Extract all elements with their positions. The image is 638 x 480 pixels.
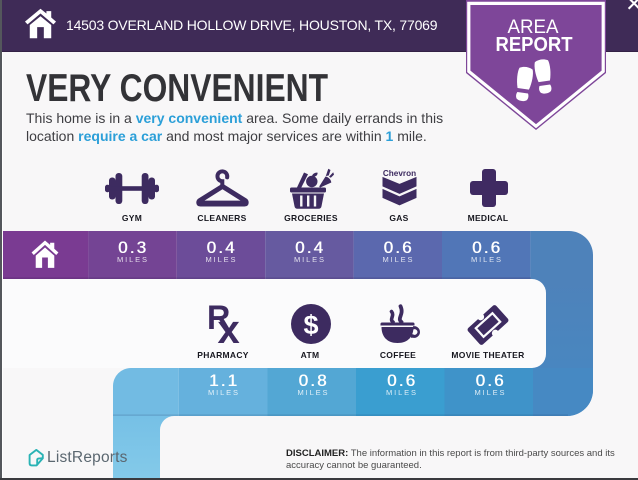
svg-text:REPORT: REPORT <box>496 34 573 56</box>
svg-text:Chevron: Chevron <box>383 169 416 178</box>
svg-text:AREA: AREA <box>508 16 559 38</box>
svg-text:$: $ <box>303 310 318 340</box>
